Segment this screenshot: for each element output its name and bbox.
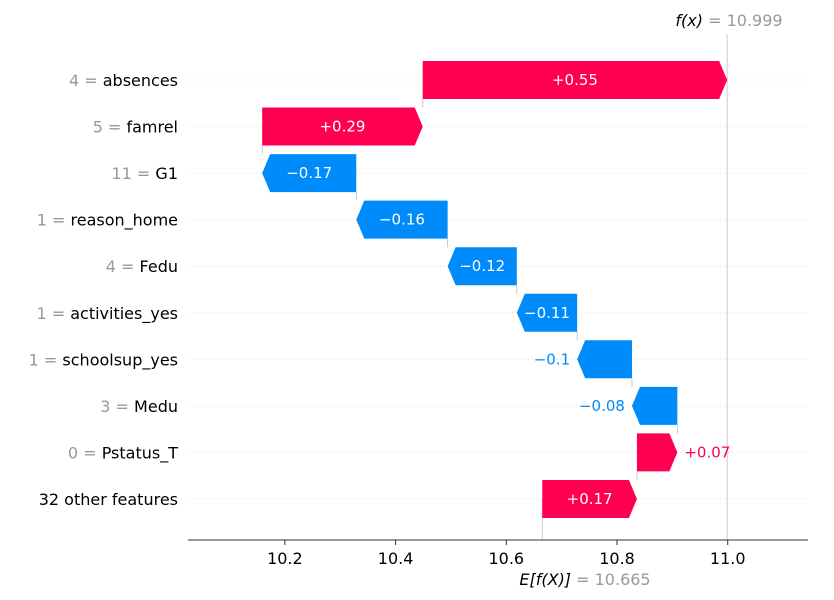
- bar-value-label: +0.29: [319, 118, 365, 136]
- feature-label: 0 = Pstatus_T: [68, 443, 178, 463]
- feature-labels: +0.55 4 = absences +0.29 5 = famrel −0.17 11 …: [29, 71, 731, 509]
- feature-name: activities_yes: [70, 304, 178, 324]
- efx-eq: =: [571, 570, 595, 589]
- feature-label: 1 = reason_home: [37, 211, 178, 231]
- bar-value-label: −0.17: [286, 164, 332, 182]
- feature-label: 3 = Medu: [100, 397, 178, 416]
- feature-label: 5 = famrel: [93, 118, 178, 137]
- feature-name: Medu: [134, 397, 178, 416]
- bar-value-label: −0.1: [534, 350, 570, 368]
- bar-positive: [262, 107, 423, 146]
- feature-label: 11 = G1: [111, 164, 178, 183]
- bar-positive: [636, 433, 678, 472]
- feature-name: Pstatus_T: [102, 443, 179, 463]
- feature-label: 32 other features: [39, 490, 178, 509]
- feature-value: 11 =: [111, 164, 155, 183]
- bar-positive: [542, 479, 637, 518]
- bar-value-label: −0.11: [524, 304, 570, 322]
- x-tick-label: 10.2: [267, 549, 303, 568]
- bar-negative: [577, 340, 632, 379]
- x-tick-label: 10.8: [599, 549, 635, 568]
- fx-name: f(x): [675, 11, 703, 30]
- bar-negative: [631, 386, 678, 425]
- feature-name: famrel: [126, 118, 178, 137]
- x-tick-label: 10.6: [488, 549, 524, 568]
- bar-negative: [516, 293, 578, 332]
- efx-name: E[f(X)]: [519, 570, 571, 589]
- feature-value: 1 =: [29, 350, 63, 369]
- feature-name: Fedu: [140, 257, 178, 276]
- bar-value-label: −0.08: [579, 397, 625, 415]
- x-tick-label: 10.4: [378, 549, 414, 568]
- feature-label: 4 = Fedu: [106, 257, 178, 276]
- feature-name: schoolsup_yes: [62, 350, 178, 370]
- feature-name: reason_home: [71, 211, 179, 231]
- fx-value: 10.999: [727, 11, 783, 30]
- feature-label: 1 = activities_yes: [36, 304, 178, 324]
- efx-value: 10.665: [595, 570, 651, 589]
- feature-value: 4 =: [106, 257, 140, 276]
- fx-eq: =: [703, 11, 727, 30]
- bar-negative: [447, 247, 517, 286]
- bar-value-label: −0.16: [379, 211, 425, 229]
- feature-value: 4 =: [69, 71, 103, 90]
- feature-value: 0 =: [68, 443, 102, 462]
- feature-name: G1: [155, 164, 178, 183]
- bar-value-label: +0.55: [552, 71, 598, 89]
- bar-positive: [422, 61, 728, 99]
- bar-negative: [262, 154, 357, 193]
- fx-label: f(x) = 10.999: [675, 11, 782, 30]
- efx-label: E[f(X)] = 10.665: [519, 570, 650, 589]
- bar-value-label: −0.12: [459, 257, 505, 275]
- feature-label: 4 = absences: [69, 71, 178, 90]
- feature-value: 5 =: [93, 118, 127, 137]
- feature-value: 1 =: [36, 304, 70, 323]
- bars: [262, 61, 728, 518]
- feature-value: 3 =: [100, 397, 134, 416]
- feature-value: 1 =: [37, 211, 71, 230]
- bar-negative: [356, 200, 448, 239]
- feature-label: 1 = schoolsup_yes: [29, 350, 178, 370]
- feature-name: 32 other features: [39, 490, 178, 509]
- feature-name: absences: [103, 71, 178, 90]
- bar-value-label: +0.17: [567, 490, 613, 508]
- x-tick-label: 11.0: [710, 549, 746, 568]
- bar-value-label: +0.07: [684, 443, 730, 461]
- x-axis: 10.2 10.4 10.6 10.8 11.0: [188, 539, 808, 568]
